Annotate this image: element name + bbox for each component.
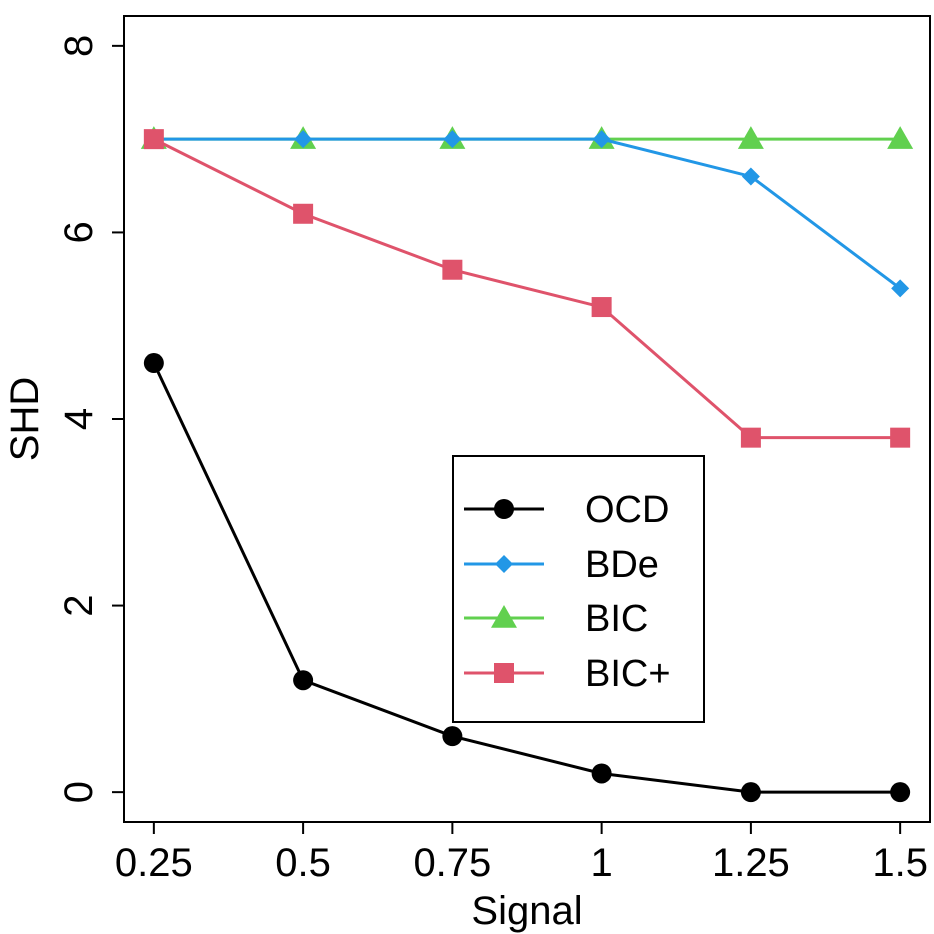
legend-marker: [491, 605, 517, 628]
data-point-bde: [891, 279, 910, 298]
x-axis-title: Signal: [471, 889, 582, 933]
y-tick-label: 4: [57, 408, 101, 430]
legend-item-ocd: OCD: [464, 489, 669, 531]
series-bde: [144, 130, 910, 298]
data-point-bde: [294, 130, 313, 149]
series-line-ocd: [152, 362, 901, 794]
x-tick-label: 0.75: [413, 841, 491, 885]
legend-marker: [494, 663, 514, 683]
legend-item-bic-plus: BIC+: [464, 653, 671, 695]
data-point-ocd: [591, 763, 612, 784]
data-point-bde: [592, 130, 611, 149]
x-tick-label: 1: [591, 841, 613, 885]
series-line-bic-plus: [153, 137, 901, 440]
series-bic: [140, 126, 914, 149]
legend-marker: [495, 555, 513, 573]
legend-label: BIC: [585, 598, 648, 640]
data-point-bic-plus: [293, 203, 314, 224]
y-tick-label: 8: [57, 35, 101, 57]
data-point-bic: [737, 126, 764, 149]
y-tick-label: 6: [57, 221, 101, 243]
data-point-ocd: [890, 782, 911, 803]
data-point-bic-plus: [740, 427, 761, 448]
series-bic-plus: [143, 129, 911, 448]
data-point-bic-plus: [890, 427, 911, 448]
legend-label: BDe: [585, 544, 659, 586]
y-axis-title: SHD: [3, 377, 47, 461]
x-tick-label: 1.5: [872, 841, 928, 885]
legend-marker: [494, 499, 514, 519]
data-point-ocd: [293, 670, 314, 691]
data-point-bde: [741, 167, 760, 186]
x-tick-label: 0.25: [115, 841, 193, 885]
legend-item-bde: BDe: [464, 544, 659, 586]
data-point-bic-plus: [591, 297, 612, 318]
x-axis: 0.25 0.5 0.75 1 1.25 1.5: [115, 822, 928, 885]
data-point-ocd: [442, 726, 463, 747]
legend-label: OCD: [585, 489, 669, 531]
x-tick-label: 0.5: [275, 841, 331, 885]
data-point-bde: [443, 130, 462, 149]
data-point-ocd: [143, 353, 164, 374]
legend-item-bic: BIC: [464, 598, 648, 640]
y-axis: 0 2 4 6 8: [57, 35, 124, 803]
y-tick-label: 2: [57, 594, 101, 616]
y-tick-label: 0: [57, 781, 101, 803]
legend-label: BIC+: [585, 653, 671, 695]
legend: OCD BDe BIC BIC+: [452, 455, 705, 723]
series-line-bde: [153, 137, 902, 290]
legend-items: OCD BDe BIC BIC+: [464, 489, 671, 695]
x-tick-label: 1.25: [712, 841, 790, 885]
series-layer: [140, 126, 914, 803]
data-point-bic-plus: [442, 259, 463, 280]
data-point-bic-plus: [143, 129, 164, 150]
series-ocd: [143, 353, 911, 803]
data-point-bic: [887, 126, 914, 149]
data-point-ocd: [740, 782, 761, 803]
